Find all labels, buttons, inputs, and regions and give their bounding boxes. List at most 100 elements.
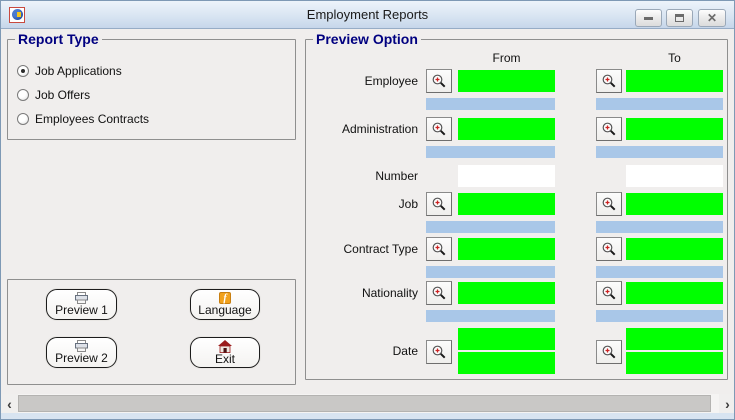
scroll-left-button[interactable]: ‹ [1, 394, 18, 413]
radio-row-job-offers[interactable]: Job Offers [17, 88, 90, 102]
globe-spark-icon [17, 12, 21, 17]
nationality-to-field[interactable] [626, 282, 723, 304]
job-from-lookup-button[interactable] [426, 192, 452, 216]
window-title: Employment Reports [306, 7, 429, 22]
magnifier-plus-icon [602, 74, 616, 88]
chevron-left-icon: ‹ [7, 395, 12, 412]
job-to-name-field[interactable] [596, 221, 723, 233]
preview-2-button[interactable]: Preview 2 [46, 337, 117, 368]
scroll-right-button[interactable]: › [719, 394, 734, 413]
button-label: Language [198, 303, 252, 317]
preview-row-job: Job [1, 192, 734, 241]
radio-label[interactable]: Job Applications [35, 64, 122, 78]
maximize-icon [675, 14, 684, 22]
job-to-field[interactable] [626, 193, 723, 215]
exit-house-icon [218, 339, 232, 353]
window-bottom-edge [1, 413, 734, 419]
chevron-right-icon: › [725, 395, 730, 412]
magnifier-plus-icon [432, 286, 446, 300]
radio-job-applications[interactable] [17, 65, 29, 77]
scrollbar-thumb[interactable] [18, 395, 711, 412]
preview-row-nationality: Nationality [1, 281, 734, 330]
contract-type-to-name-field[interactable] [596, 266, 723, 278]
employee-to-lookup-button[interactable] [596, 69, 622, 93]
preview-option-group: Preview Option [305, 30, 728, 380]
employee-from-name-field[interactable] [426, 98, 555, 110]
number-to-field[interactable] [626, 165, 723, 187]
nationality-from-name-field[interactable] [426, 310, 555, 322]
row-label: Nationality [361, 286, 418, 300]
job-from-field[interactable] [458, 193, 555, 215]
magnifier-plus-icon [432, 345, 446, 359]
date-from-field-top[interactable] [458, 328, 555, 350]
employee-to-name-field[interactable] [596, 98, 723, 110]
horizontal-scrollbar[interactable]: ‹ › [1, 394, 734, 413]
row-label: Administration [341, 122, 418, 136]
language-button[interactable]: f Language [190, 289, 260, 320]
preview-row-date: Date [1, 328, 734, 376]
magnifier-plus-icon [602, 286, 616, 300]
administration-to-name-field[interactable] [596, 146, 723, 158]
magnifier-plus-icon [602, 122, 616, 136]
report-type-group: Report Type Job Applications Job Offers … [7, 30, 296, 140]
date-to-lookup-button[interactable] [596, 340, 622, 364]
date-from-lookup-button[interactable] [426, 340, 452, 364]
exit-button[interactable]: Exit [190, 337, 260, 368]
row-label: Number [375, 169, 418, 183]
preview-1-button[interactable]: Preview 1 [46, 289, 117, 320]
date-to-field-bottom[interactable] [626, 352, 723, 374]
administration-from-lookup-button[interactable] [426, 117, 452, 141]
preview-row-number: Number [1, 165, 734, 213]
nationality-to-name-field[interactable] [596, 310, 723, 322]
employee-from-lookup-button[interactable] [426, 69, 452, 93]
row-label: Contract Type [343, 242, 418, 256]
close-button[interactable]: ✕ [698, 9, 726, 27]
close-icon: ✕ [706, 11, 718, 25]
row-label: Employee [364, 74, 418, 88]
administration-to-lookup-button[interactable] [596, 117, 622, 141]
job-to-lookup-button[interactable] [596, 192, 622, 216]
contract-type-from-lookup-button[interactable] [426, 237, 452, 261]
preview-option-title: Preview Option [313, 30, 421, 48]
app-globe-icon[interactable] [9, 7, 25, 23]
nationality-to-lookup-button[interactable] [596, 281, 622, 305]
preview-row-contract-type: Contract Type [1, 237, 734, 286]
radio-label[interactable]: Employees Contracts [35, 112, 150, 126]
magnifier-plus-icon [432, 74, 446, 88]
nationality-from-lookup-button[interactable] [426, 281, 452, 305]
contract-type-from-field[interactable] [458, 238, 555, 260]
row-label: Job [398, 197, 418, 211]
magnifier-plus-icon [432, 122, 446, 136]
contract-type-to-lookup-button[interactable] [596, 237, 622, 261]
administration-from-name-field[interactable] [426, 146, 555, 158]
radio-row-job-applications[interactable]: Job Applications [17, 64, 122, 78]
button-label: Preview 2 [55, 351, 108, 365]
maximize-button[interactable] [666, 9, 693, 27]
minimize-button[interactable] [635, 9, 662, 27]
minimize-icon [644, 16, 653, 20]
administration-from-field[interactable] [458, 118, 555, 140]
radio-row-employees-contracts[interactable]: Employees Contracts [17, 112, 149, 126]
from-column-header: From [492, 51, 521, 65]
contract-type-from-name-field[interactable] [426, 266, 555, 278]
employee-to-field[interactable] [626, 70, 723, 92]
magnifier-plus-icon [602, 345, 616, 359]
date-to-field-top[interactable] [626, 328, 723, 350]
radio-label[interactable]: Job Offers [35, 88, 91, 102]
preview-row-employee: Employee [1, 69, 734, 118]
employee-from-field[interactable] [458, 70, 555, 92]
number-from-field[interactable] [458, 165, 555, 187]
radio-employees-contracts[interactable] [17, 113, 29, 125]
radio-job-offers[interactable] [17, 89, 29, 101]
to-column-header: To [668, 51, 681, 65]
printer-icon [75, 340, 88, 352]
nationality-from-field[interactable] [458, 282, 555, 304]
date-from-field-bottom[interactable] [458, 352, 555, 374]
printer-icon [75, 292, 88, 304]
contract-type-to-field[interactable] [626, 238, 723, 260]
magnifier-plus-icon [432, 242, 446, 256]
magnifier-plus-icon [602, 242, 616, 256]
job-from-name-field[interactable] [426, 221, 555, 233]
administration-to-field[interactable] [626, 118, 723, 140]
